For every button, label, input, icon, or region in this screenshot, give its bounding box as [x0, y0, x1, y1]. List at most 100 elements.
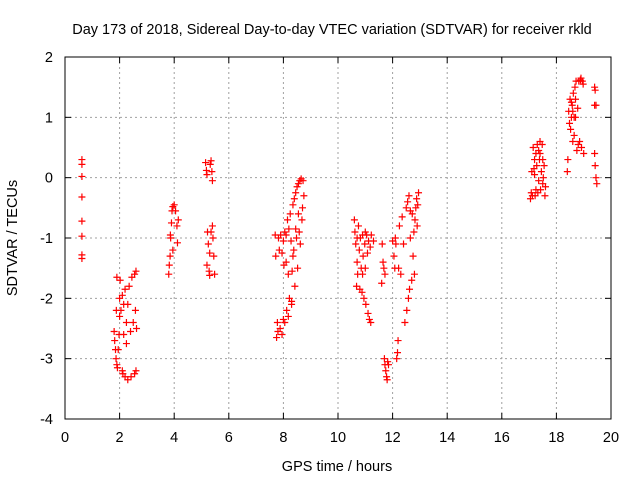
- data-point: [592, 174, 600, 182]
- data-point: [390, 252, 398, 260]
- data-point: [383, 376, 391, 384]
- data-point: [294, 264, 302, 272]
- data-point: [393, 355, 401, 363]
- data-point: [579, 80, 587, 88]
- data-point: [169, 246, 177, 254]
- data-point: [131, 370, 139, 378]
- data-point: [295, 228, 303, 236]
- data-point: [296, 240, 304, 248]
- data-point: [111, 337, 119, 345]
- y-tick-label: 0: [45, 171, 53, 187]
- y-tick-label: 1: [45, 110, 53, 126]
- y-tick-label: -1: [40, 231, 53, 247]
- data-point: [132, 367, 140, 375]
- data-point: [289, 201, 297, 209]
- data-point: [207, 228, 215, 236]
- data-point: [574, 104, 582, 112]
- data-point: [359, 270, 367, 278]
- data-point: [361, 240, 369, 248]
- data-point: [170, 201, 178, 209]
- data-point: [569, 89, 577, 97]
- data-point: [541, 192, 549, 200]
- data-point: [284, 312, 292, 320]
- data-point: [410, 228, 418, 236]
- data-point: [167, 219, 175, 227]
- data-point: [276, 325, 284, 332]
- data-point: [574, 140, 582, 148]
- data-point: [359, 252, 367, 260]
- data-point: [283, 216, 291, 224]
- data-point: [531, 171, 539, 179]
- x-tick-label: 6: [225, 430, 233, 446]
- data-point: [394, 337, 402, 345]
- data-point: [78, 232, 86, 240]
- data-point: [173, 222, 181, 230]
- data-point: [532, 186, 540, 194]
- data-point: [300, 192, 308, 200]
- data-point: [165, 261, 173, 269]
- data-point: [535, 147, 543, 155]
- data-point: [536, 150, 544, 158]
- data-point: [299, 204, 307, 212]
- data-point: [358, 288, 366, 296]
- data-point: [355, 246, 363, 254]
- data-point: [354, 222, 362, 230]
- data-point: [282, 231, 290, 239]
- data-point: [281, 228, 289, 236]
- data-point: [567, 125, 575, 133]
- data-point: [278, 331, 286, 339]
- data-point: [580, 150, 588, 158]
- data-point: [384, 358, 392, 366]
- data-point: [382, 367, 390, 375]
- data-point: [299, 177, 307, 185]
- data-point: [279, 315, 287, 323]
- data-point: [541, 183, 549, 191]
- grid: [65, 57, 611, 419]
- x-tick-label: 16: [494, 430, 510, 446]
- data-point: [366, 243, 374, 251]
- data-point: [206, 249, 214, 257]
- data-point: [402, 204, 410, 212]
- data-point: [132, 267, 140, 275]
- data-point: [206, 160, 214, 168]
- data-point: [539, 174, 547, 182]
- data-point: [292, 189, 300, 197]
- data-point: [413, 195, 421, 203]
- data-point: [564, 156, 572, 164]
- data-point: [211, 270, 219, 278]
- data-point: [539, 156, 547, 164]
- data-point: [286, 210, 294, 218]
- data-point: [569, 137, 577, 145]
- data-point: [279, 237, 287, 245]
- data-point: [287, 237, 295, 245]
- y-tick-label: -2: [40, 291, 53, 307]
- data-point: [380, 264, 388, 272]
- data-point: [363, 249, 371, 257]
- data-point: [569, 107, 577, 115]
- data-point: [563, 168, 571, 176]
- data-point: [593, 180, 601, 188]
- data-point: [202, 159, 210, 167]
- data-point: [166, 231, 174, 239]
- data-point: [294, 180, 302, 188]
- data-point: [533, 162, 541, 170]
- data-point: [289, 252, 297, 260]
- data-point: [290, 195, 298, 203]
- x-tick-label: 20: [603, 430, 619, 446]
- data-point: [365, 315, 373, 323]
- data-point: [404, 198, 412, 206]
- data-point: [110, 328, 118, 336]
- y-tick-label: -4: [40, 412, 53, 428]
- data-point: [381, 270, 389, 278]
- data-point: [570, 131, 578, 139]
- chart-title: Day 173 of 2018, Sidereal Day-to-day VTE…: [72, 22, 592, 38]
- data-point: [112, 306, 120, 314]
- data-point: [591, 86, 599, 94]
- data-point: [127, 328, 135, 336]
- data-point: [288, 267, 296, 275]
- data-point: [122, 318, 130, 326]
- data-point: [573, 147, 581, 155]
- data-point: [361, 228, 369, 236]
- data-point: [353, 234, 361, 242]
- data-point: [350, 216, 358, 224]
